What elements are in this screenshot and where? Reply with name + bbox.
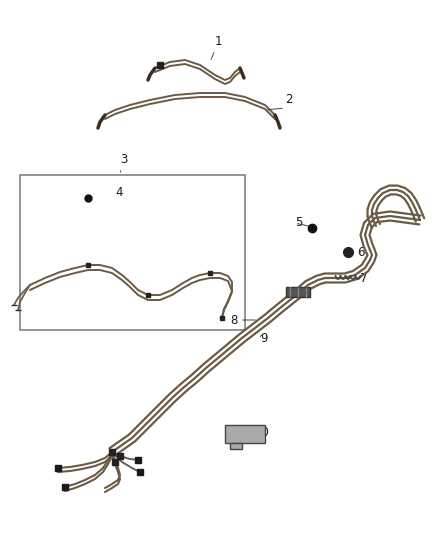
Text: 8: 8 [231,313,238,327]
Text: 2: 2 [285,93,293,106]
Text: 4: 4 [115,187,123,199]
Text: 7: 7 [360,271,367,285]
Text: 3: 3 [120,153,127,166]
Text: 9: 9 [260,332,268,344]
Text: 10: 10 [255,426,270,440]
Bar [20,175,245,330]
Text: 1: 1 [215,35,223,48]
Text: 6: 6 [357,246,364,260]
Bar [225,425,265,443]
Text: 5: 5 [295,216,302,230]
Bar [230,443,242,449]
Bar [286,287,310,297]
